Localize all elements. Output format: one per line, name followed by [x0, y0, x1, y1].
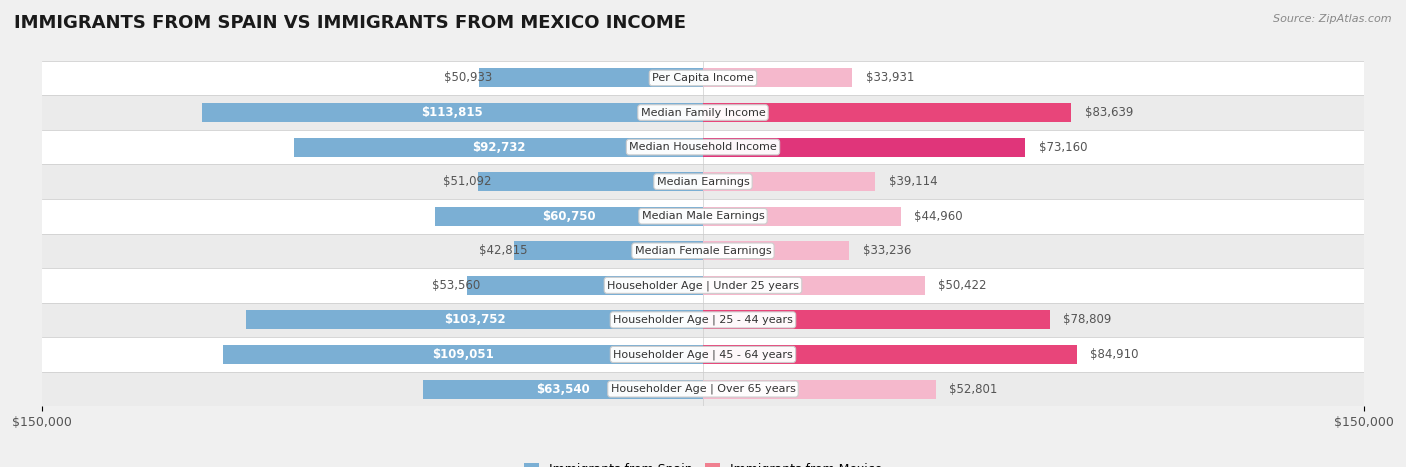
Bar: [703, 345, 1077, 364]
Text: $109,051: $109,051: [432, 348, 494, 361]
Text: $60,750: $60,750: [543, 210, 596, 223]
Text: Per Capita Income: Per Capita Income: [652, 73, 754, 83]
Text: Median Earnings: Median Earnings: [657, 177, 749, 187]
Bar: [703, 138, 1025, 156]
Legend: Immigrants from Spain, Immigrants from Mexico: Immigrants from Spain, Immigrants from M…: [524, 463, 882, 467]
Text: $113,815: $113,815: [422, 106, 484, 119]
Bar: [246, 311, 703, 329]
Text: Median Household Income: Median Household Income: [628, 142, 778, 152]
Bar: [703, 172, 876, 191]
Text: Householder Age | 45 - 64 years: Householder Age | 45 - 64 years: [613, 349, 793, 360]
Text: Median Male Earnings: Median Male Earnings: [641, 211, 765, 221]
Bar: [42, 372, 1364, 406]
Bar: [42, 95, 1364, 130]
Text: $50,422: $50,422: [938, 279, 987, 292]
Bar: [42, 268, 1364, 303]
Bar: [703, 207, 901, 226]
Bar: [42, 130, 1364, 164]
Text: $83,639: $83,639: [1084, 106, 1133, 119]
Text: $51,092: $51,092: [443, 175, 491, 188]
Bar: [42, 234, 1364, 268]
Bar: [436, 207, 703, 226]
Bar: [703, 311, 1050, 329]
Bar: [42, 164, 1364, 199]
Bar: [703, 276, 925, 295]
Bar: [703, 103, 1071, 122]
Bar: [42, 337, 1364, 372]
Text: Householder Age | Under 25 years: Householder Age | Under 25 years: [607, 280, 799, 290]
Text: $63,540: $63,540: [536, 382, 591, 396]
Text: Median Family Income: Median Family Income: [641, 107, 765, 118]
Text: $92,732: $92,732: [472, 141, 526, 154]
Text: $33,236: $33,236: [863, 244, 911, 257]
Bar: [467, 276, 703, 295]
Text: $103,752: $103,752: [444, 313, 505, 326]
Bar: [42, 199, 1364, 234]
Text: $50,933: $50,933: [443, 71, 492, 85]
Text: $53,560: $53,560: [432, 279, 481, 292]
Bar: [42, 303, 1364, 337]
Text: Householder Age | 25 - 44 years: Householder Age | 25 - 44 years: [613, 315, 793, 325]
Text: $73,160: $73,160: [1039, 141, 1087, 154]
Text: $33,931: $33,931: [866, 71, 914, 85]
Text: Median Female Earnings: Median Female Earnings: [634, 246, 772, 256]
Bar: [703, 241, 849, 260]
Text: $84,910: $84,910: [1090, 348, 1139, 361]
Text: $78,809: $78,809: [1063, 313, 1112, 326]
Bar: [478, 172, 703, 191]
Bar: [42, 61, 1364, 95]
Bar: [515, 241, 703, 260]
Text: IMMIGRANTS FROM SPAIN VS IMMIGRANTS FROM MEXICO INCOME: IMMIGRANTS FROM SPAIN VS IMMIGRANTS FROM…: [14, 14, 686, 32]
Bar: [478, 69, 703, 87]
Text: $44,960: $44,960: [914, 210, 963, 223]
Bar: [703, 69, 852, 87]
Bar: [222, 345, 703, 364]
Text: Householder Age | Over 65 years: Householder Age | Over 65 years: [610, 384, 796, 394]
Text: $39,114: $39,114: [889, 175, 938, 188]
Bar: [423, 380, 703, 398]
Bar: [703, 380, 935, 398]
Text: $52,801: $52,801: [949, 382, 997, 396]
Text: Source: ZipAtlas.com: Source: ZipAtlas.com: [1274, 14, 1392, 24]
Bar: [294, 138, 703, 156]
Text: $42,815: $42,815: [479, 244, 527, 257]
Bar: [201, 103, 703, 122]
